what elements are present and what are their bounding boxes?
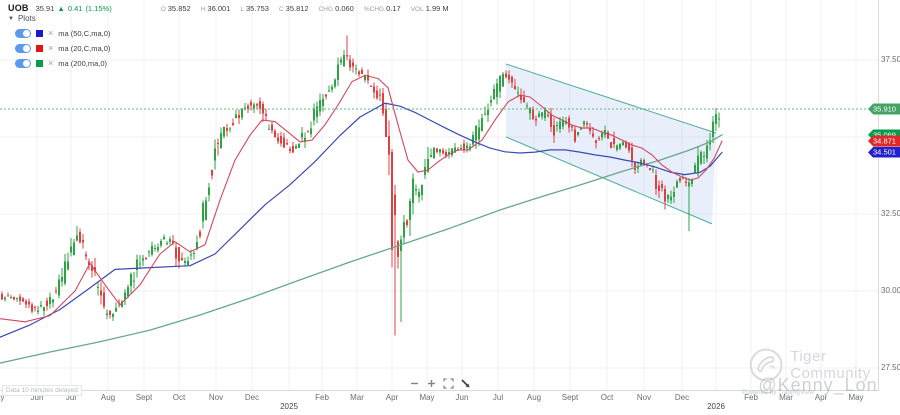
time-tick: Jun (455, 393, 469, 402)
time-tick: Apr (814, 393, 828, 402)
ma-price-tag: 35.069 (868, 129, 900, 141)
time-tick: Sept (561, 393, 579, 402)
time-tick: Dec (674, 393, 690, 402)
time-tick: Aug (100, 393, 116, 402)
plots-title: Plots (17, 14, 36, 23)
price-change: 0.41 (67, 3, 83, 13)
ma-label: ma (200,ma,0) (58, 59, 108, 68)
ma-color-swatch[interactable] (36, 30, 43, 37)
plots-collapse-header[interactable]: ▼ Plots (8, 14, 110, 23)
ohlc-row: O 35.852 H 36.001 L 35.753 C 35.812 CHG 0.060 %CHG… (161, 4, 459, 13)
symbol-name: UOB (8, 3, 29, 13)
time-tick: Mar (779, 393, 793, 402)
last-price-tag: 35.910 (868, 103, 900, 115)
zoom-in-icon (427, 379, 435, 387)
delay-note: Data 10 minutes delayed (2, 385, 82, 396)
price-axis[interactable]: 37.50035.00032.50030.00027.50035.06934.8… (868, 0, 900, 391)
plot-row-ma1: × ma (20,C,ma,0) (15, 44, 110, 53)
time-tick: Apr (385, 393, 399, 402)
time-tick: Oct (172, 393, 186, 402)
fullscreen-button[interactable] (441, 376, 455, 390)
symbol-header: UOB 35.91 ▲ 0.41 (1.15%) O 35.852 H 36.001 L… (8, 2, 459, 14)
time-tick: Jul (65, 393, 77, 402)
draw-button[interactable] (458, 376, 472, 390)
time-tick-year: 2026 (707, 402, 725, 411)
ohlc-h: H 36.001 (200, 3, 231, 13)
time-axis[interactable]: May Jun Jul Aug Sept Oct Nov Dec 2025 Feb Mar Apr Ma… (0, 391, 878, 415)
time-tick: Nov (636, 393, 652, 402)
time-tick: Sept (135, 393, 153, 402)
up-arrow-icon: ▲ (57, 3, 65, 13)
ohlc-o: O 35.852 (160, 3, 191, 13)
time-tick: May (848, 393, 864, 402)
ohlc-c: C 35.812 (278, 3, 309, 13)
time-tick: May (0, 393, 5, 402)
price-change-pct: (1.15%) (85, 3, 112, 13)
last-price: 35.91 (35, 3, 55, 13)
remove-plot-icon[interactable]: × (48, 28, 54, 38)
time-tick: Nov (208, 393, 224, 402)
draw-icon (460, 378, 469, 387)
remove-plot-icon[interactable]: × (48, 58, 54, 68)
time-tick: May (419, 393, 435, 402)
time-tick: Jun (30, 393, 44, 402)
fullscreen-icon (442, 377, 454, 389)
time-tick: Jul (492, 393, 504, 402)
ma-visibility-toggle[interactable] (15, 29, 31, 38)
zoom-in-button[interactable] (424, 376, 438, 390)
ohlc-chg: CHG 0.060 (318, 3, 354, 13)
ma-visibility-toggle[interactable] (15, 59, 31, 68)
ma-color-swatch[interactable] (36, 45, 43, 52)
ohlc-vol: VOL 1.99 M (410, 3, 449, 13)
price-tick: 30.000 (881, 286, 900, 295)
time-tick-year: 2025 (280, 402, 298, 411)
ma-label: ma (50,C,ma,0) (58, 29, 111, 38)
time-tick: Oct (600, 393, 614, 402)
time-tick: Feb (315, 393, 329, 402)
ma-visibility-toggle[interactable] (15, 44, 31, 53)
ma-color-swatch[interactable] (36, 60, 43, 67)
plot-row-ma2: × ma (200,ma,0) (15, 59, 110, 68)
ohlc-pct-chg: %CHG 0.17 (363, 3, 401, 13)
price-tick: 37.500 (881, 55, 900, 64)
zoom-out-icon (410, 382, 418, 384)
remove-plot-icon[interactable]: × (48, 43, 54, 53)
ma-label: ma (20,C,ma,0) (58, 44, 111, 53)
time-tick: Mar (350, 393, 364, 402)
ma-price-tag: 34.501 (868, 146, 900, 158)
zoom-out-button[interactable] (407, 376, 421, 390)
price-tick: 32.500 (881, 209, 900, 218)
time-tick: Feb (744, 393, 758, 402)
chevron-down-icon: ▼ (8, 15, 14, 22)
time-tick: Dec (244, 393, 260, 402)
plots-panel: ▼ Plots × ma (50,C,ma,0) × ma (20,C,ma,0) × m… (8, 14, 110, 68)
time-tick: Aug (526, 393, 542, 402)
price-tick: 27.500 (881, 363, 900, 372)
chart-toolbar (407, 376, 472, 390)
ohlc-l: L 35.753 (240, 3, 269, 13)
plot-row-ma0: × ma (50,C,ma,0) (15, 29, 110, 38)
ma-price-tag: 34.871 (868, 135, 900, 147)
